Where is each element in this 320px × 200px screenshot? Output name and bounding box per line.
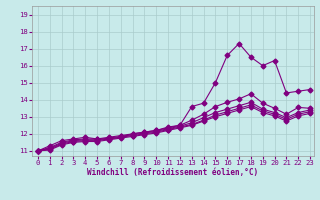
X-axis label: Windchill (Refroidissement éolien,°C): Windchill (Refroidissement éolien,°C): [87, 168, 258, 177]
